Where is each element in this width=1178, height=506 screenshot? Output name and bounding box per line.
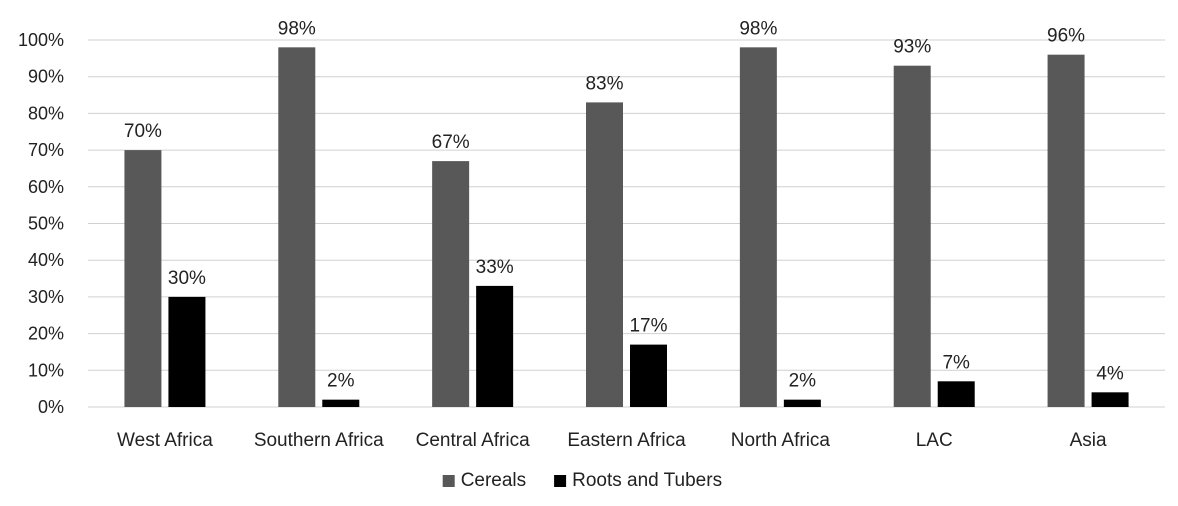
legend-swatch	[554, 475, 567, 487]
data-label: 67%	[432, 132, 470, 153]
x-category-label: Central Africa	[416, 430, 530, 451]
bar-cereals	[586, 102, 623, 407]
gridlines	[88, 39, 1165, 408]
data-labels: 70% 30% 98% 2% 67% 33% 83% 17% 98% 2% 93% 7% 96% 4%	[124, 18, 1124, 391]
data-label: 96%	[1047, 26, 1085, 47]
x-category-label: Southern Africa	[254, 430, 384, 451]
bar-cereals	[124, 150, 162, 407]
data-label: 70%	[124, 121, 162, 142]
y-tick-label: 100%	[18, 30, 64, 50]
data-label: 2%	[327, 371, 355, 392]
data-label: 7%	[942, 352, 970, 373]
x-category-label: LAC	[916, 430, 953, 451]
y-tick-label: 50%	[28, 214, 64, 234]
legend-swatch	[442, 475, 455, 487]
data-label: 98%	[739, 18, 777, 39]
y-tick-label: 40%	[28, 250, 64, 270]
bars	[124, 47, 1129, 408]
bar-roots-and-tubers	[937, 381, 975, 407]
legend-label: Cereals	[461, 470, 526, 491]
x-axis-categories: West Africa Southern Africa Central Africa…	[117, 430, 1107, 451]
data-label: 93%	[893, 37, 931, 58]
legend-label: Roots and Tubers	[572, 470, 722, 491]
data-label: 33%	[476, 257, 514, 278]
bar-cereals	[278, 47, 316, 408]
x-category-label: West Africa	[117, 430, 213, 451]
bar-cereals	[1047, 54, 1085, 408]
x-category-label: North Africa	[731, 430, 831, 451]
y-tick-label: 30%	[28, 287, 64, 307]
y-tick-label: 20%	[28, 324, 64, 344]
y-axis-ticks: 0% 10% 20% 30% 40% 50% 60% 70% 80% 90% 100%	[18, 30, 64, 417]
data-label: 17%	[629, 316, 667, 337]
bar-cereals	[739, 47, 777, 408]
y-tick-label: 60%	[28, 177, 64, 197]
data-label: 98%	[278, 18, 316, 39]
bar-cereals	[432, 161, 470, 407]
data-label: 4%	[1096, 363, 1124, 384]
bar-cereals	[893, 65, 931, 407]
y-tick-label: 90%	[28, 67, 64, 87]
bar-roots-and-tubers	[168, 296, 206, 407]
y-tick-label: 0%	[38, 397, 64, 417]
bar-roots-and-tubers	[322, 399, 360, 407]
data-label: 2%	[789, 371, 817, 392]
bar-roots-and-tubers	[630, 344, 667, 407]
data-label: 30%	[168, 268, 206, 289]
legend: Cereals Roots and Tubers	[442, 470, 722, 491]
bar-roots-and-tubers	[1091, 392, 1129, 407]
bar-roots-and-tubers	[476, 285, 514, 407]
bar-roots-and-tubers	[783, 399, 821, 407]
y-tick-label: 70%	[28, 140, 64, 160]
x-category-label: Asia	[1070, 430, 1107, 451]
x-category-label: Eastern Africa	[567, 430, 686, 451]
data-label: 83%	[585, 73, 623, 94]
y-tick-label: 80%	[28, 103, 64, 123]
y-tick-label: 10%	[28, 360, 64, 380]
